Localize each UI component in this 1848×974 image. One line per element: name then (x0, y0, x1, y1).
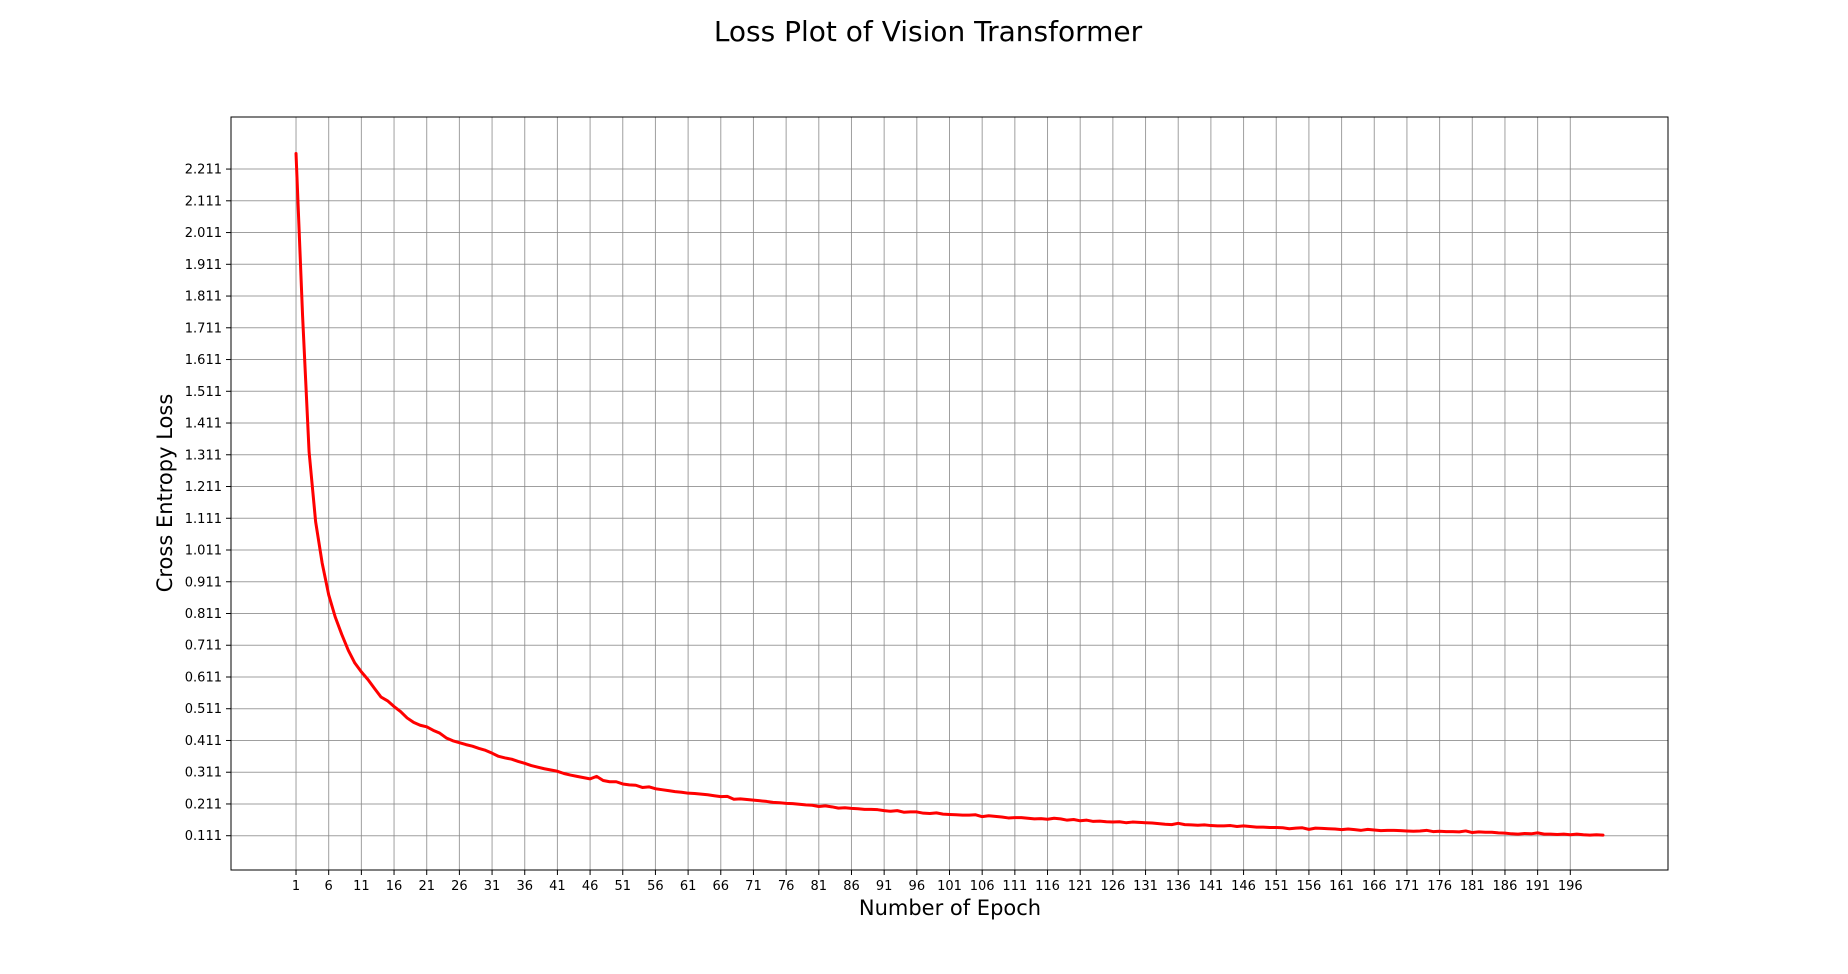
x-tick-label: 106 (970, 879, 995, 894)
x-tick-label: 16 (386, 879, 403, 894)
x-tick-label: 136 (1166, 879, 1191, 894)
x-tick-label: 81 (811, 879, 828, 894)
x-tick-label: 6 (325, 879, 333, 894)
x-tick-label: 116 (1035, 879, 1060, 894)
x-tick-label: 166 (1362, 879, 1387, 894)
x-tick-label: 31 (484, 879, 501, 894)
x-tick-label: 146 (1231, 879, 1256, 894)
y-tick-label: 0.811 (185, 607, 222, 622)
loss-series-line (294, 152, 1605, 837)
y-tick-label: 1.611 (185, 353, 222, 368)
x-tick-label: 46 (582, 879, 599, 894)
chart-title: Loss Plot of Vision Transformer (714, 15, 1143, 48)
x-tick-label: 96 (909, 879, 926, 894)
x-tick-label: 36 (516, 879, 533, 894)
x-tick-label: 156 (1296, 879, 1321, 894)
y-tick-label: 0.511 (185, 702, 222, 717)
x-tick-label: 121 (1068, 879, 1093, 894)
x-tick-label: 111 (1002, 879, 1027, 894)
x-axis-ticks: 1 6 11 16 21 26 31 36 41 46 51 56 61 66 71 76 81 86 91 96 10… (292, 870, 1583, 894)
y-axis-label: Cross Entropy Loss (153, 394, 177, 593)
plot-series (294, 152, 1605, 837)
x-tick-label: 51 (614, 879, 631, 894)
x-tick-label: 126 (1100, 879, 1125, 894)
x-tick-label: 91 (876, 879, 893, 894)
x-tick-label: 61 (680, 879, 697, 894)
y-tick-label: 1.511 (185, 385, 222, 400)
x-tick-label: 181 (1460, 879, 1485, 894)
x-tick-label: 101 (937, 879, 962, 894)
x-tick-label: 11 (353, 879, 370, 894)
y-tick-label: 1.311 (185, 448, 222, 463)
x-tick-label: 171 (1395, 879, 1420, 894)
y-tick-label: 0.211 (185, 797, 222, 812)
y-tick-label: 1.011 (185, 544, 222, 559)
y-tick-label: 1.411 (185, 417, 222, 432)
y-tick-label: 0.111 (185, 829, 222, 844)
y-tick-label: 0.611 (185, 670, 222, 685)
grid-lines (231, 117, 1668, 870)
x-tick-label: 26 (451, 879, 468, 894)
x-tick-label: 141 (1198, 879, 1223, 894)
y-tick-label: 1.211 (185, 480, 222, 495)
y-tick-label: 2.211 (185, 163, 222, 178)
x-tick-label: 151 (1264, 879, 1289, 894)
x-tick-label: 21 (418, 879, 435, 894)
y-tick-label: 2.011 (185, 226, 222, 241)
y-tick-label: 1.911 (185, 258, 222, 273)
x-axis-label: Number of Epoch (859, 896, 1041, 920)
y-tick-label: 2.111 (185, 194, 222, 209)
x-tick-label: 191 (1525, 879, 1550, 894)
y-axis-ticks: 0.111 0.211 0.311 0.411 0.511 0.611 0.711 0.811… (185, 163, 231, 844)
y-tick-label: 0.711 (185, 639, 222, 654)
x-tick-label: 41 (549, 879, 566, 894)
x-tick-label: 131 (1133, 879, 1158, 894)
x-tick-label: 71 (745, 879, 762, 894)
x-tick-label: 161 (1329, 879, 1354, 894)
x-tick-label: 1 (292, 879, 300, 894)
y-tick-label: 0.911 (185, 575, 222, 590)
x-tick-label: 186 (1493, 879, 1518, 894)
x-tick-label: 56 (647, 879, 664, 894)
x-tick-label: 86 (843, 879, 860, 894)
y-tick-label: 0.311 (185, 766, 222, 781)
y-tick-label: 1.711 (185, 321, 222, 336)
y-tick-label: 1.111 (185, 512, 222, 527)
x-tick-label: 176 (1427, 879, 1452, 894)
x-tick-label: 76 (778, 879, 795, 894)
y-tick-label: 1.811 (185, 290, 222, 305)
x-tick-label: 196 (1558, 879, 1583, 894)
x-tick-label: 66 (713, 879, 730, 894)
y-tick-label: 0.411 (185, 734, 222, 749)
